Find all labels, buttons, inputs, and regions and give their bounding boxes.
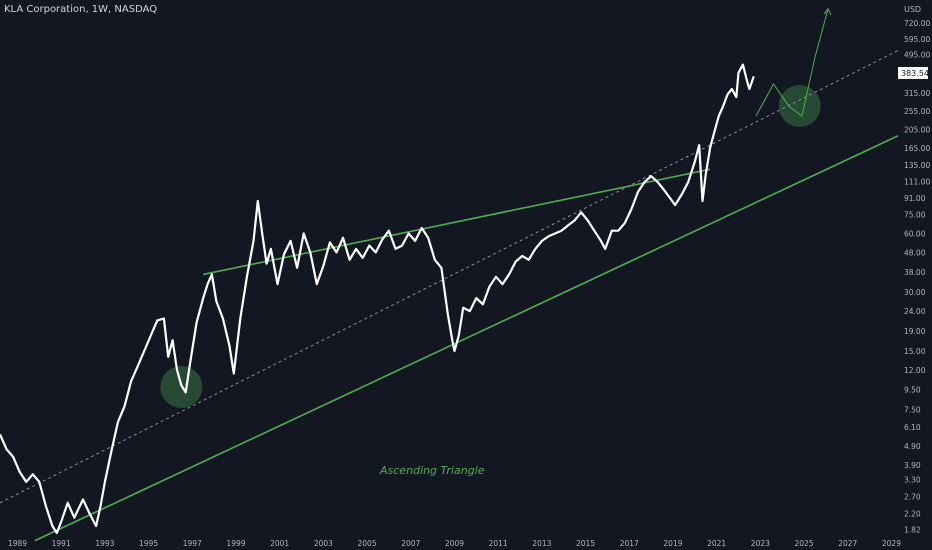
y-tick-label: 19.00 xyxy=(904,327,926,336)
y-tick-label: 9.50 xyxy=(904,386,921,395)
x-tick-label: 1995 xyxy=(139,539,158,548)
x-tick-label: 2003 xyxy=(314,539,333,548)
y-tick-label: 1.82 xyxy=(904,526,921,535)
x-tick-label: 1999 xyxy=(226,539,245,548)
y-tick-label: 48.00 xyxy=(904,248,926,257)
y-tick-label: 315.00 xyxy=(904,89,930,98)
x-tick-label: 2029 xyxy=(882,539,901,548)
y-tick-label: 255.00 xyxy=(904,107,930,116)
chart-lines-layer xyxy=(0,7,899,542)
currency-label: USD xyxy=(904,5,921,14)
y-tick-label: 7.50 xyxy=(904,406,921,415)
x-tick-label: 2015 xyxy=(576,539,595,548)
symbol-label: KLA Corporation, 1W, NASDAQ xyxy=(4,4,157,15)
y-tick-label: 720.00 xyxy=(904,19,930,28)
trendline-support xyxy=(34,135,899,542)
projection-path xyxy=(755,8,829,117)
y-tick-label: 30.00 xyxy=(904,288,926,297)
y-tick-label: 91.00 xyxy=(904,194,926,203)
x-tick-label: 2021 xyxy=(707,539,726,548)
x-tick-label: 1991 xyxy=(52,539,71,548)
x-tick-label: 1997 xyxy=(183,539,202,548)
y-tick-label: 6.10 xyxy=(904,423,921,432)
pattern-annotation: Ascending Triangle xyxy=(379,464,485,477)
highlight-circle-1 xyxy=(778,85,821,128)
y-tick-label: 2.70 xyxy=(904,492,921,501)
x-tick-label: 1989 xyxy=(8,539,27,548)
y-tick-label: 135.00 xyxy=(904,161,930,170)
y-tick-label: 12.00 xyxy=(904,366,926,375)
trendline-resistance xyxy=(203,168,711,276)
y-tick-label: 4.90 xyxy=(904,442,921,451)
projection-arrow-icon xyxy=(823,7,832,16)
x-tick-label: 2005 xyxy=(358,539,377,548)
y-tick-label: 3.90 xyxy=(904,461,921,470)
last-price-label: 383.54 xyxy=(901,69,929,78)
x-tick-label: 2009 xyxy=(445,539,464,548)
y-tick-label: 15.00 xyxy=(904,347,926,356)
x-tick-label: 2019 xyxy=(663,539,682,548)
x-tick-label: 2017 xyxy=(620,539,639,548)
y-tick-label: 205.00 xyxy=(904,125,930,134)
x-tick-label: 2013 xyxy=(532,539,551,548)
y-tick-label: 111.00 xyxy=(904,177,930,186)
x-tick-label: 2023 xyxy=(751,539,770,548)
y-tick-label: 38.00 xyxy=(904,268,926,277)
y-tick-label: 2.20 xyxy=(904,510,921,519)
x-tick-label: 2027 xyxy=(838,539,857,548)
x-tick-label: 2007 xyxy=(401,539,420,548)
y-tick-label: 3.30 xyxy=(904,475,921,484)
axis-layer: 720.00 595.00 495.00 315.00 255.00 205.00 165.… xyxy=(8,19,931,548)
x-tick-label: 2001 xyxy=(270,539,289,548)
y-tick-label: 60.00 xyxy=(904,229,926,238)
last-price-tag xyxy=(898,67,928,79)
x-tick-label: 1993 xyxy=(95,539,114,548)
y-tick-label: 24.00 xyxy=(904,307,926,316)
y-tick-label: 595.00 xyxy=(904,35,930,44)
x-tick-label: 2011 xyxy=(489,539,508,548)
y-tick-label: 75.00 xyxy=(904,211,926,220)
y-tick-label: 165.00 xyxy=(904,144,930,153)
price-line xyxy=(0,63,755,535)
y-tick-label: 495.00 xyxy=(904,51,930,60)
x-tick-label: 2025 xyxy=(795,539,814,548)
